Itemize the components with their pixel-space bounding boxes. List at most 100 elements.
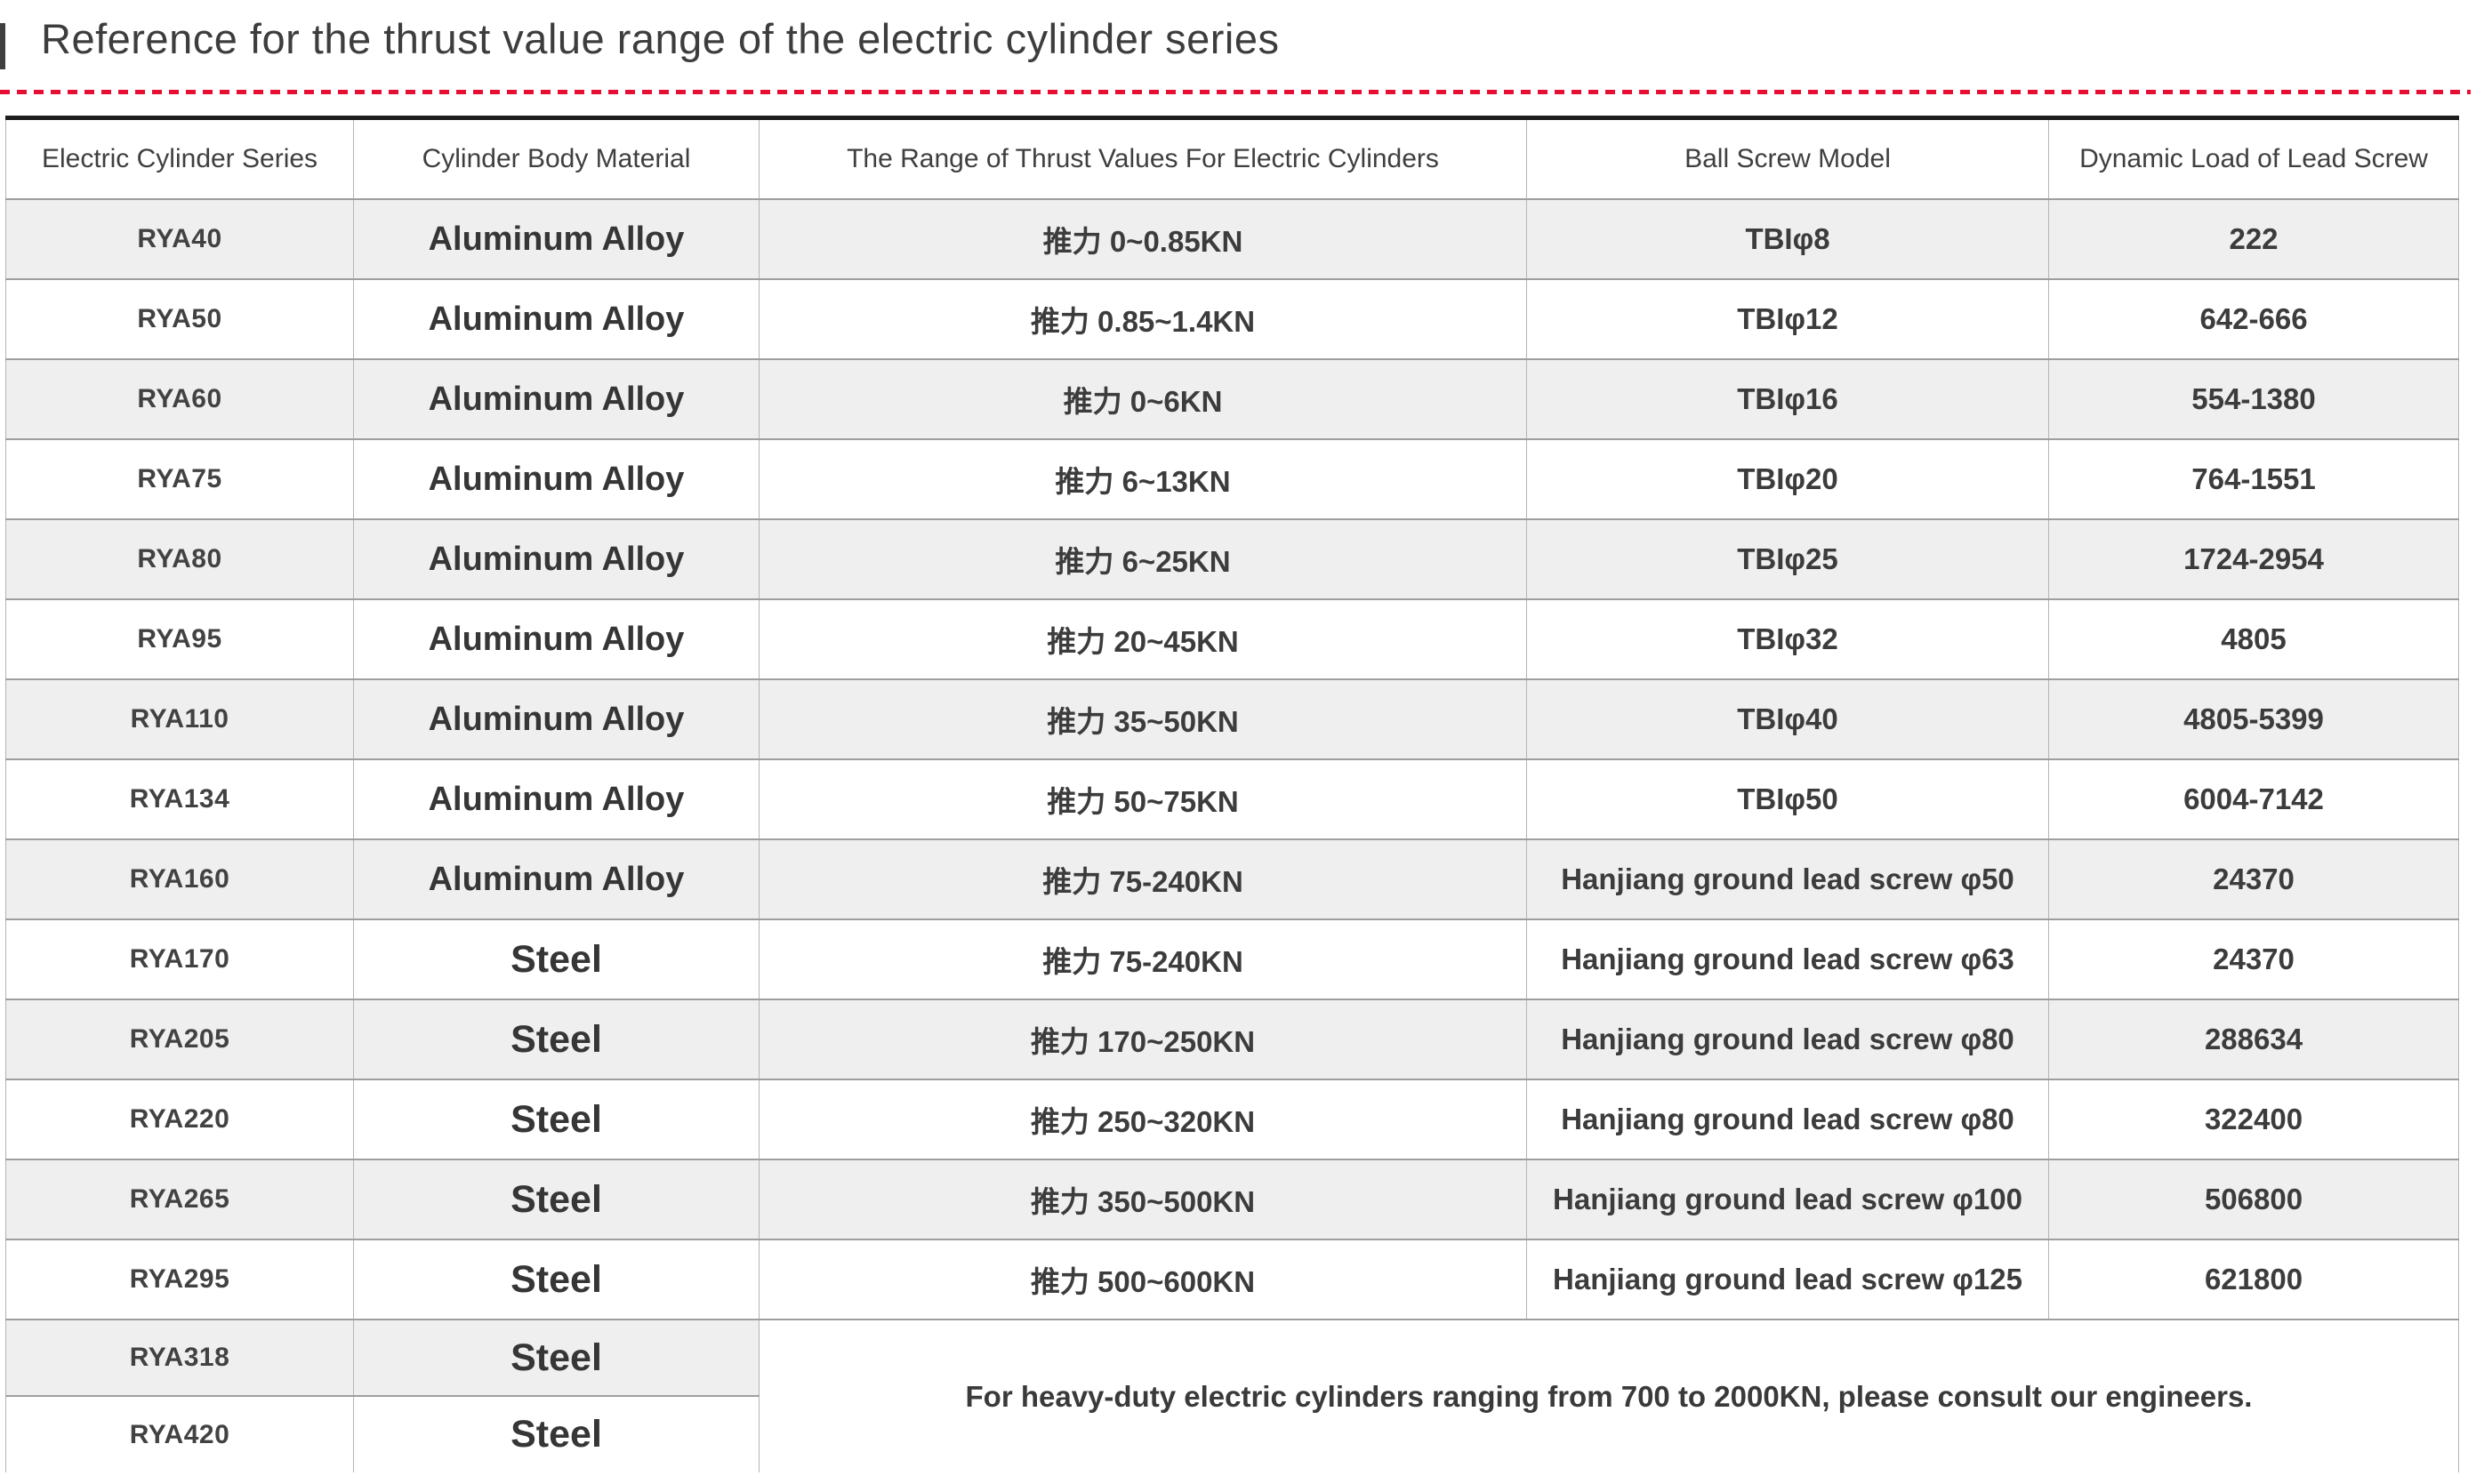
ball-screw-cell: TBIφ50 — [1526, 758, 2049, 839]
table-row: RYA205 Steel 推力 170~250KN Hanjiang ground l… — [5, 999, 2459, 1079]
dynamic-load-cell: 24370 — [2048, 838, 2459, 919]
table-row: RYA110 Aluminum Alloy 推力 35~50KN TBIφ40 4805… — [5, 678, 2459, 759]
material-cell: Aluminum Alloy — [353, 598, 760, 679]
left-edge-mark — [0, 23, 5, 69]
thrust-range-cell: 推力 75-240KN — [759, 918, 1527, 999]
page-title: Reference for the thrust value range of … — [41, 15, 1280, 62]
ball-screw-cell: TBIφ8 — [1526, 198, 2049, 279]
table-row: RYA95 Aluminum Alloy 推力 20~45KN TBIφ32 4805 — [5, 598, 2459, 679]
dynamic-load-cell: 764-1551 — [2048, 438, 2459, 519]
table-row: RYA265 Steel 推力 350~500KN Hanjiang ground l… — [5, 1159, 2459, 1239]
dynamic-load-cell: 642-666 — [2048, 278, 2459, 359]
dynamic-load-cell: 288634 — [2048, 999, 2459, 1079]
dynamic-load-cell: 4805-5399 — [2048, 678, 2459, 759]
series-cell: RYA75 — [5, 438, 354, 519]
header-dynamic-load: Dynamic Load of Lead Screw — [2048, 117, 2459, 199]
material-cell: Aluminum Alloy — [353, 438, 760, 519]
header-thrust-range: The Range of Thrust Values For Electric … — [759, 117, 1527, 199]
red-dashed-divider — [0, 90, 2471, 94]
dynamic-load-cell: 6004-7142 — [2048, 758, 2459, 839]
dynamic-load-cell: 506800 — [2048, 1159, 2459, 1239]
table-row: RYA40 Aluminum Alloy 推力 0~0.85KN TBIφ8 222 — [5, 198, 2459, 279]
dynamic-load-cell: 621800 — [2048, 1239, 2459, 1320]
dynamic-load-cell: 4805 — [2048, 598, 2459, 679]
header-cylinder-body-material: Cylinder Body Material — [353, 117, 760, 199]
table-row: RYA60 Aluminum Alloy 推力 0~6KN TBIφ16 554-138… — [5, 358, 2459, 439]
table-row: RYA220 Steel 推力 250~320KN Hanjiang ground l… — [5, 1079, 2459, 1159]
thrust-range-cell: 推力 35~50KN — [759, 678, 1527, 759]
thrust-range-cell: 推力 20~45KN — [759, 598, 1527, 679]
thrust-range-cell: 推力 50~75KN — [759, 758, 1527, 839]
table-body: RYA40 Aluminum Alloy 推力 0~0.85KN TBIφ8 222 RY… — [5, 198, 2459, 1472]
dynamic-load-cell: 322400 — [2048, 1079, 2459, 1159]
series-cell: RYA170 — [5, 918, 354, 999]
thrust-range-cell: 推力 170~250KN — [759, 999, 1527, 1079]
material-cell: Steel — [353, 1239, 760, 1320]
ball-screw-cell: TBIφ25 — [1526, 518, 2049, 599]
ball-screw-cell: TBIφ12 — [1526, 278, 2049, 359]
dynamic-load-cell: 222 — [2048, 198, 2459, 279]
material-cell: Aluminum Alloy — [353, 278, 760, 359]
table-header: Electric Cylinder Series Cylinder Body M… — [5, 117, 2459, 199]
thrust-range-cell: 推力 6~13KN — [759, 438, 1527, 519]
series-cell: RYA265 — [5, 1159, 354, 1239]
series-cell: RYA40 — [5, 198, 354, 279]
table-row: RYA318 Steel For heavy-duty electric cylin… — [5, 1319, 2459, 1472]
series-cell: RYA420 — [5, 1395, 354, 1472]
header-electric-cylinder-series: Electric Cylinder Series — [5, 117, 354, 199]
table-row: RYA295 Steel 推力 500~600KN Hanjiang ground l… — [5, 1239, 2459, 1320]
table-row: RYA50 Aluminum Alloy 推力 0.85~1.4KN TBIφ12 64… — [5, 278, 2459, 359]
material-cell: Steel — [353, 918, 760, 999]
ball-screw-cell: Hanjiang ground lead screw φ50 — [1526, 838, 2049, 919]
ball-screw-cell: TBIφ40 — [1526, 678, 2049, 759]
material-cell: Steel — [353, 1319, 760, 1396]
thrust-range-cell: 推力 6~25KN — [759, 518, 1527, 599]
material-cell: Aluminum Alloy — [353, 198, 760, 279]
series-cell: RYA110 — [5, 678, 354, 759]
thrust-range-cell: 推力 500~600KN — [759, 1239, 1527, 1320]
series-cell: RYA220 — [5, 1079, 354, 1159]
series-cell: RYA205 — [5, 999, 354, 1079]
series-cell: RYA95 — [5, 598, 354, 679]
thrust-range-cell: 推力 0~0.85KN — [759, 198, 1527, 279]
table-row: RYA75 Aluminum Alloy 推力 6~13KN TBIφ20 764-15… — [5, 438, 2459, 519]
series-cell: RYA50 — [5, 278, 354, 359]
material-cell: Aluminum Alloy — [353, 838, 760, 919]
series-cell: RYA295 — [5, 1239, 354, 1320]
table-row: RYA134 Aluminum Alloy 推力 50~75KN TBIφ50 6004… — [5, 758, 2459, 839]
header-row: Electric Cylinder Series Cylinder Body M… — [5, 117, 2459, 199]
ball-screw-cell: Hanjiang ground lead screw φ100 — [1526, 1159, 2049, 1239]
ball-screw-cell: TBIφ32 — [1526, 598, 2049, 679]
table-row: RYA80 Aluminum Alloy 推力 6~25KN TBIφ25 1724-2… — [5, 518, 2459, 599]
thrust-range-cell: 推力 75-240KN — [759, 838, 1527, 919]
table-row: RYA170 Steel 推力 75-240KN Hanjiang ground le… — [5, 918, 2459, 999]
series-cell: RYA134 — [5, 758, 354, 839]
material-cell: Aluminum Alloy — [353, 678, 760, 759]
dynamic-load-cell: 24370 — [2048, 918, 2459, 999]
material-cell: Steel — [353, 1395, 760, 1472]
thrust-range-cell: 推力 250~320KN — [759, 1079, 1527, 1159]
thrust-spec-table: Electric Cylinder Series Cylinder Body M… — [5, 116, 2459, 1472]
material-cell: Aluminum Alloy — [353, 358, 760, 439]
ball-screw-cell: Hanjiang ground lead screw φ125 — [1526, 1239, 2049, 1320]
ball-screw-cell: Hanjiang ground lead screw φ80 — [1526, 999, 2049, 1079]
series-cell: RYA60 — [5, 358, 354, 439]
series-cell: RYA160 — [5, 838, 354, 919]
thrust-range-cell: 推力 0.85~1.4KN — [759, 278, 1527, 359]
material-cell: Aluminum Alloy — [353, 758, 760, 839]
dynamic-load-cell: 1724-2954 — [2048, 518, 2459, 599]
dynamic-load-cell: 554-1380 — [2048, 358, 2459, 439]
material-cell: Aluminum Alloy — [353, 518, 760, 599]
ball-screw-cell: TBIφ16 — [1526, 358, 2049, 439]
header-ball-screw-model: Ball Screw Model — [1526, 117, 2049, 199]
thrust-range-cell: 推力 0~6KN — [759, 358, 1527, 439]
ball-screw-cell: Hanjiang ground lead screw φ63 — [1526, 918, 2049, 999]
material-cell: Steel — [353, 1159, 760, 1239]
material-cell: Steel — [353, 999, 760, 1079]
table-row: RYA160 Aluminum Alloy 推力 75-240KN Hanjiang … — [5, 838, 2459, 919]
material-cell: Steel — [353, 1079, 760, 1159]
ball-screw-cell: Hanjiang ground lead screw φ80 — [1526, 1079, 2049, 1159]
series-cell: RYA80 — [5, 518, 354, 599]
thrust-range-cell: 推力 350~500KN — [759, 1159, 1527, 1239]
